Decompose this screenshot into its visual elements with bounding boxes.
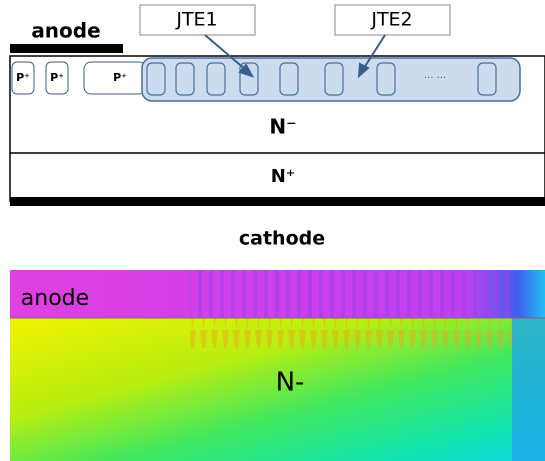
cathode-label: cathode [239,228,325,250]
sim-drift-label: N- [276,368,305,398]
p-label: P⁺ [113,71,127,84]
cathode-metal [10,197,545,206]
anode-metal [10,44,123,53]
ellipsis: ··· ··· [424,73,446,84]
p-label: P⁺ [50,71,64,84]
p-label: P⁺ [16,71,30,84]
edge-region [512,318,545,461]
page: anode P⁺ P⁺ P⁺ ··· ··· JTE1 JTE2 N⁻ N⁺ c… [0,0,545,461]
anode-label: anode [31,19,100,43]
diagram: anode P⁺ P⁺ P⁺ ··· ··· JTE1 JTE2 N⁻ N⁺ c… [0,0,545,461]
callout-label: JTE1 [175,9,217,31]
jte-stripes [190,270,515,318]
drift-label: N⁻ [269,115,296,139]
substrate-label: N⁺ [271,166,296,187]
sim-anode-label: anode [21,286,89,311]
callout-label: JTE2 [370,9,412,31]
field-fingers [190,318,515,348]
